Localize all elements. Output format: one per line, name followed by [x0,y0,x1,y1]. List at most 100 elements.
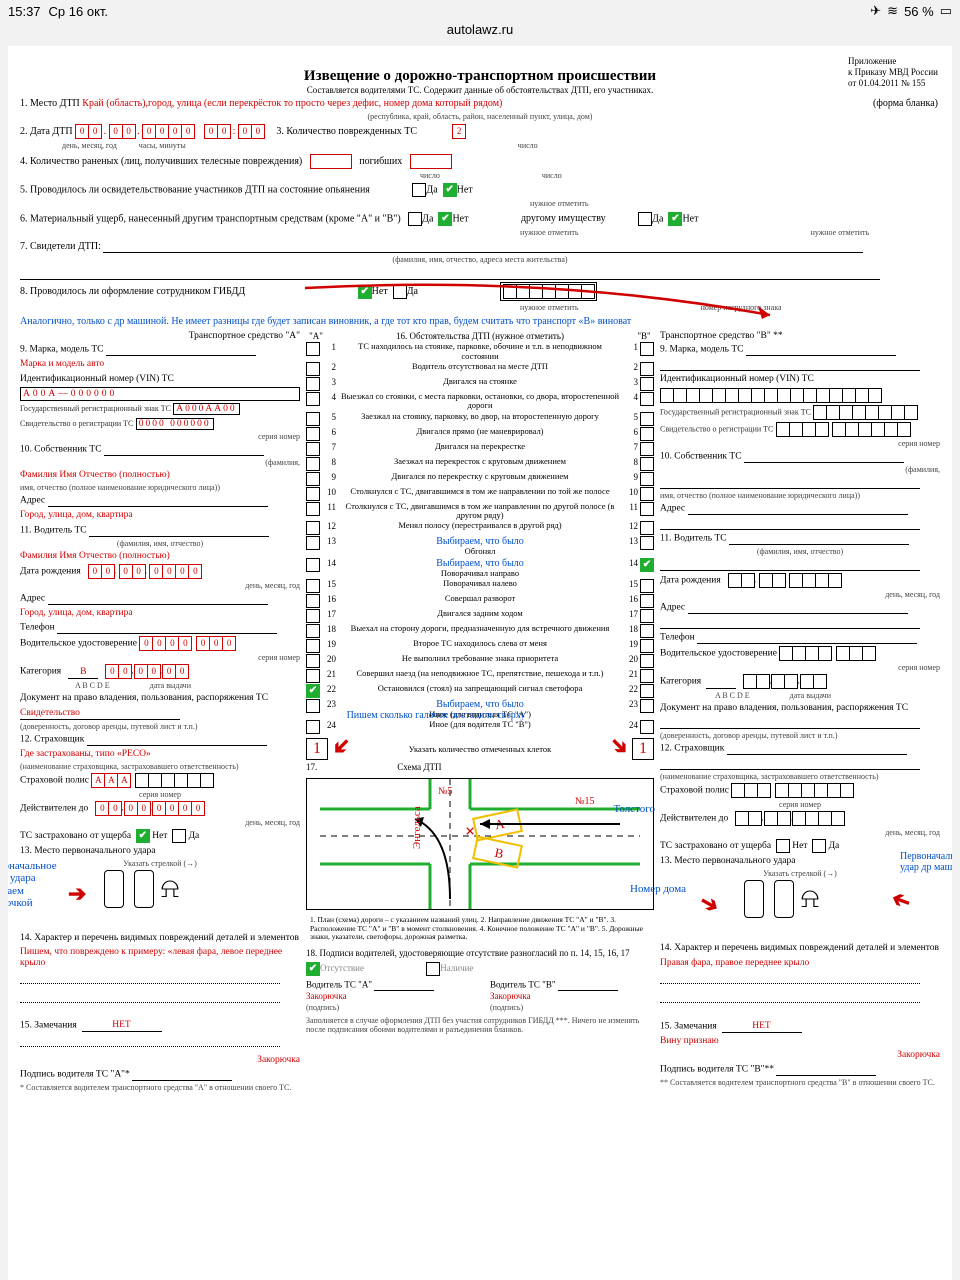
circ-b-10[interactable] [640,487,654,501]
f2-d2[interactable]: 0 [88,124,102,139]
colA-insno[interactable]: ✔ [136,829,150,843]
circ-row-17: 17Двигался задним ходом17 [306,609,654,623]
circ-a-7[interactable] [306,442,320,456]
field-8: 8. Проводилось ли оформление сотрудником… [20,282,940,301]
circ-a-20[interactable] [306,654,320,668]
field-2-3: 2. Дата ДТП 00 . 00 . 0000 00 : 00 3. Ко… [20,124,940,139]
colA-h10: Фамилия Имя Отчество (полностью) [20,469,300,481]
f6-no2[interactable]: ✔ [668,212,682,226]
circ-a-13[interactable] [306,536,320,550]
circ-row-9: 9Двигался по перекрестку с круговым движ… [306,472,654,486]
circ-b-5[interactable] [640,412,654,426]
circ-b-19[interactable] [640,639,654,653]
scheme-caption: 1. План (схема) дороги – с указанием наз… [306,914,654,944]
circ-b-23[interactable] [640,699,654,713]
circ-a-15[interactable] [306,579,320,593]
circ-note: Выбираем, что было [340,558,620,569]
f5-yes[interactable] [412,183,426,197]
circ-row-24: 24Иное (для водителя ТС "В")24 [306,720,654,734]
circ-a-18[interactable] [306,624,320,638]
circumstances-list: 1ТС находилось на стоянке, парковке, обо… [306,342,654,734]
circ-a-16[interactable] [306,594,320,608]
circ-a-22[interactable]: ✔ [306,684,320,698]
circ-a-21[interactable] [306,669,320,683]
circ-b-21[interactable] [640,669,654,683]
circ-a-10[interactable] [306,487,320,501]
circ-a-3[interactable] [306,377,320,391]
f2-m1[interactable]: 0 [109,124,123,139]
truck-icon [104,870,124,908]
colA-insyes[interactable] [172,829,186,843]
f1-label: 1. Место ДТП [20,98,80,109]
circ-b-20[interactable] [640,654,654,668]
circ-a-23[interactable] [306,699,320,713]
street-v: Энгельса [411,806,423,849]
f5-no[interactable]: ✔ [443,183,457,197]
colA-vin[interactable]: A00A—000000 [20,387,300,401]
circ-b-22[interactable] [640,684,654,698]
document-page: Приложение к Приказу МВД России от 01.04… [8,46,952,1280]
f8-yes[interactable] [393,285,407,299]
airplane-icon: ✈︎ [870,3,881,19]
circ-a-12[interactable] [306,521,320,535]
url-bar[interactable]: autolawz.ru [0,22,960,42]
circ-b-11[interactable] [640,502,654,516]
circ-b-16[interactable] [640,594,654,608]
circ-a-1[interactable] [306,342,320,356]
circ-row-16: 16Совершал разворот16 [306,594,654,608]
circ-b-9[interactable] [640,472,654,486]
f2-d1[interactable]: 0 [75,124,89,139]
circ-a-19[interactable] [306,639,320,653]
circ-a-11[interactable] [306,502,320,516]
colB-cars: Номер дома ➔ ➔ ⍾ [660,880,940,940]
f4-box2[interactable] [410,154,452,169]
pre-check[interactable] [426,962,440,976]
f4-box1[interactable] [310,154,352,169]
f8-no[interactable]: ✔ [358,285,372,299]
circ-b-2[interactable] [640,362,654,376]
circ-b-7[interactable] [640,442,654,456]
device-frame: 15:37 Ср 16 окт. ✈︎ ≋ 56 % ▭ autolawz.ru… [0,0,960,1280]
circ-a-5[interactable] [306,412,320,426]
street-h: Толстого [613,803,655,815]
circ-row-18: 18Выехал на сторону дороги, предназначен… [306,624,654,638]
circ-b-17[interactable] [640,609,654,623]
circ-row-22: ✔22Остановился (стоял) на запрещающий си… [306,684,654,698]
circ-a-8[interactable] [306,457,320,471]
circ-a-6[interactable] [306,427,320,441]
svg-text:№15: №15 [575,796,595,807]
f6-yes2[interactable] [638,212,652,226]
circ-a-24[interactable] [306,720,320,734]
car-icon [134,870,154,908]
circ-b-15[interactable] [640,579,654,593]
circ-a-17[interactable] [306,609,320,623]
circ-a-2[interactable] [306,362,320,376]
f7-line[interactable] [103,240,863,253]
circ-b-12[interactable] [640,521,654,535]
circ-b-1[interactable] [640,342,654,356]
circ-b-4[interactable] [640,392,654,406]
f2-m2[interactable]: 0 [122,124,136,139]
circ-b-3[interactable] [640,377,654,391]
circ-b-18[interactable] [640,624,654,638]
circ-b-6[interactable] [640,427,654,441]
appendix-note: Приложение к Приказу МВД России от 01.04… [848,56,938,88]
circ-b-8[interactable] [640,457,654,471]
svg-text:B: B [493,845,505,862]
f6-no[interactable]: ✔ [438,212,452,226]
circ-a-9[interactable] [306,472,320,486]
circ-b-13[interactable] [640,536,654,550]
f3-label: 3. Количество поврежденных ТС [276,126,417,137]
f4-dead: погибших [359,156,402,167]
circ-b-14[interactable]: ✔ [640,558,654,572]
battery-pct: 56 % [904,4,934,19]
f3-val[interactable]: 2 [452,124,466,139]
circ-b-24[interactable] [640,720,654,734]
circ-a-4[interactable] [306,392,320,406]
circ-a-14[interactable] [306,558,320,572]
f6-yes[interactable] [408,212,422,226]
abs-check[interactable]: ✔ [306,962,320,976]
circ-row-5: 5Заезжал на стоянку, парковку, во двор, … [306,412,654,426]
colB-h14: Правая фара, правое переднее крыло [660,957,940,969]
status-date: Ср 16 окт. [49,4,109,19]
